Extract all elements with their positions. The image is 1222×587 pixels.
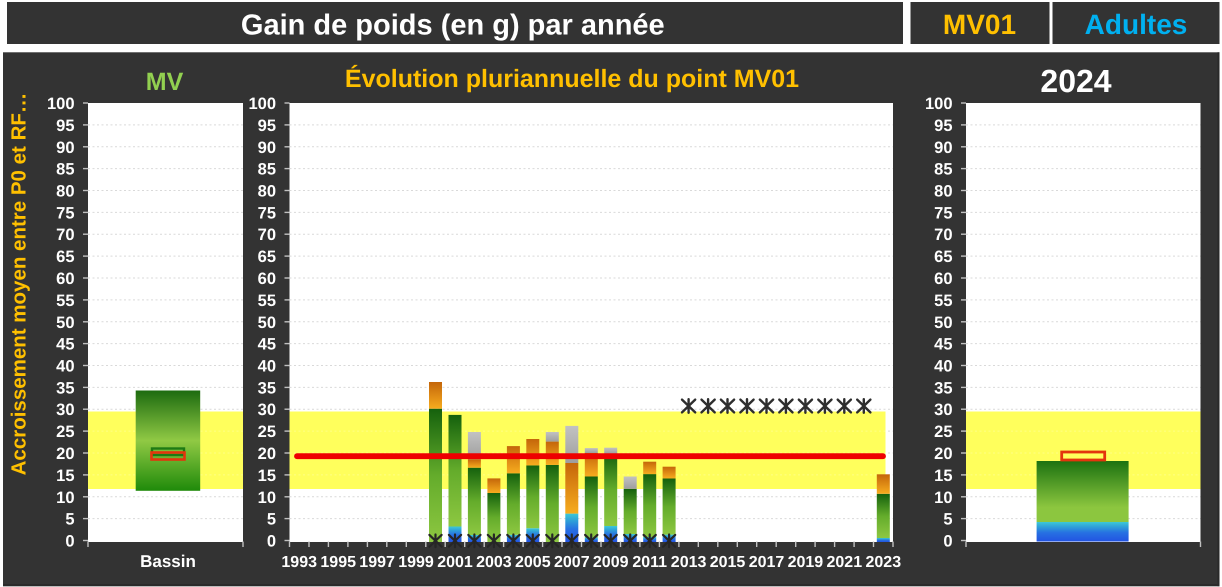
svg-text:60: 60 [258, 270, 276, 288]
svg-text:45: 45 [258, 336, 276, 354]
svg-text:2013: 2013 [671, 554, 707, 571]
svg-text:55: 55 [934, 292, 952, 310]
svg-text:5: 5 [943, 511, 952, 529]
svg-text:Accroissement moyen entre P0 e: Accroissement moyen entre P0 et RF… [8, 93, 31, 476]
svg-text:1997: 1997 [359, 554, 395, 571]
svg-text:Gain de poids (en g) par année: Gain de poids (en g) par année [241, 10, 665, 42]
svg-text:5: 5 [65, 511, 74, 529]
svg-text:15: 15 [258, 467, 276, 485]
svg-text:10: 10 [934, 489, 952, 507]
svg-text:10: 10 [258, 489, 276, 507]
svg-text:0: 0 [65, 533, 74, 551]
svg-text:45: 45 [934, 336, 952, 354]
svg-text:MV01: MV01 [943, 9, 1016, 40]
svg-text:30: 30 [934, 401, 952, 419]
svg-text:30: 30 [56, 401, 74, 419]
svg-text:45: 45 [56, 336, 74, 354]
svg-text:50: 50 [56, 314, 74, 332]
svg-text:20: 20 [258, 445, 276, 463]
svg-text:1995: 1995 [320, 554, 356, 571]
svg-text:2007: 2007 [554, 554, 590, 571]
svg-text:MV: MV [146, 68, 184, 96]
svg-text:70: 70 [258, 226, 276, 244]
svg-text:0: 0 [943, 533, 952, 551]
svg-text:100: 100 [47, 95, 75, 113]
svg-text:95: 95 [56, 117, 74, 135]
svg-text:100: 100 [248, 95, 276, 113]
svg-text:5: 5 [267, 511, 276, 529]
svg-text:80: 80 [258, 183, 276, 201]
svg-text:60: 60 [56, 270, 74, 288]
svg-text:85: 85 [56, 161, 74, 179]
svg-text:Bassin: Bassin [140, 552, 196, 571]
svg-text:Adultes: Adultes [1085, 9, 1188, 40]
svg-text:0: 0 [267, 533, 276, 551]
svg-text:35: 35 [934, 379, 952, 397]
svg-text:20: 20 [56, 445, 74, 463]
svg-text:35: 35 [56, 379, 74, 397]
svg-text:90: 90 [56, 139, 74, 157]
svg-text:2005: 2005 [515, 554, 551, 571]
svg-text:2021: 2021 [827, 554, 863, 571]
svg-text:80: 80 [56, 183, 74, 201]
svg-text:95: 95 [258, 117, 276, 135]
svg-text:30: 30 [258, 401, 276, 419]
svg-text:65: 65 [934, 248, 952, 266]
svg-text:2003: 2003 [476, 554, 512, 571]
svg-text:65: 65 [56, 248, 74, 266]
svg-text:75: 75 [258, 204, 276, 222]
svg-text:1993: 1993 [281, 554, 317, 571]
svg-text:70: 70 [934, 226, 952, 244]
svg-text:2023: 2023 [866, 554, 902, 571]
svg-text:90: 90 [934, 139, 952, 157]
svg-text:60: 60 [934, 270, 952, 288]
svg-text:2015: 2015 [710, 554, 746, 571]
svg-text:25: 25 [258, 423, 276, 441]
svg-text:40: 40 [934, 358, 952, 376]
svg-text:65: 65 [258, 248, 276, 266]
svg-text:75: 75 [56, 204, 74, 222]
svg-text:80: 80 [934, 183, 952, 201]
svg-text:2017: 2017 [749, 554, 785, 571]
svg-text:35: 35 [258, 379, 276, 397]
svg-text:85: 85 [258, 161, 276, 179]
svg-text:Évolution pluriannuelle du poi: Évolution pluriannuelle du point MV01 [345, 64, 799, 93]
svg-text:55: 55 [258, 292, 276, 310]
svg-text:10: 10 [56, 489, 74, 507]
svg-text:1999: 1999 [398, 554, 434, 571]
svg-text:95: 95 [934, 117, 952, 135]
svg-text:2019: 2019 [788, 554, 824, 571]
svg-text:15: 15 [56, 467, 74, 485]
svg-text:70: 70 [56, 226, 74, 244]
svg-text:2001: 2001 [437, 554, 473, 571]
svg-text:40: 40 [258, 358, 276, 376]
svg-text:55: 55 [56, 292, 74, 310]
svg-text:100: 100 [925, 95, 953, 113]
svg-text:25: 25 [934, 423, 952, 441]
svg-text:20: 20 [934, 445, 952, 463]
svg-text:50: 50 [934, 314, 952, 332]
svg-text:2009: 2009 [593, 554, 629, 571]
svg-text:85: 85 [934, 161, 952, 179]
svg-text:25: 25 [56, 423, 74, 441]
svg-text:90: 90 [258, 139, 276, 157]
svg-text:2011: 2011 [632, 554, 667, 571]
svg-text:40: 40 [56, 358, 74, 376]
svg-text:50: 50 [258, 314, 276, 332]
svg-text:75: 75 [934, 204, 952, 222]
svg-text:15: 15 [934, 467, 952, 485]
svg-text:2024: 2024 [1040, 63, 1111, 99]
